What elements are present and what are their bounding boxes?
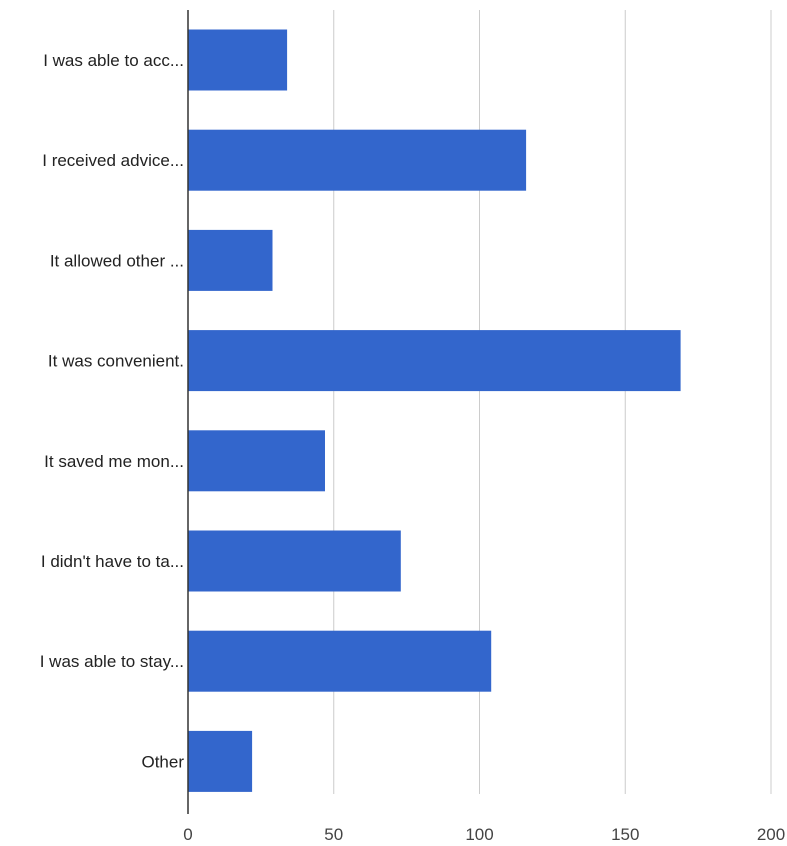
x-tick-label-200: 200 — [757, 825, 785, 844]
category-label-5: It saved me mon... — [44, 452, 184, 471]
x-tick-label-100: 100 — [465, 825, 493, 844]
category-label-8: Other — [141, 752, 184, 771]
x-tick-label-150: 150 — [611, 825, 639, 844]
category-labels: I was able to acc... I received advice...… — [40, 51, 185, 771]
category-label-2: I received advice... — [42, 151, 184, 170]
bar-4[interactable] — [188, 330, 681, 392]
bar-7[interactable] — [188, 630, 492, 692]
bar-1[interactable] — [188, 29, 288, 91]
category-label-7: I was able to stay... — [40, 652, 184, 671]
bar-5[interactable] — [188, 430, 325, 492]
category-label-4: It was convenient. — [48, 352, 184, 371]
category-label-6: I didn't have to ta... — [41, 552, 184, 571]
category-label-1: I was able to acc... — [43, 51, 184, 70]
bar-8[interactable] — [188, 730, 253, 792]
x-tick-labels: 0 50 100 150 200 — [183, 825, 785, 844]
bars — [188, 29, 681, 792]
x-tick-label-0: 0 — [183, 825, 192, 844]
x-tick-label-50: 50 — [324, 825, 343, 844]
bar-2[interactable] — [188, 129, 527, 191]
category-label-3: It allowed other ... — [50, 251, 184, 270]
bar-6[interactable] — [188, 530, 401, 592]
bar-3[interactable] — [188, 229, 273, 291]
